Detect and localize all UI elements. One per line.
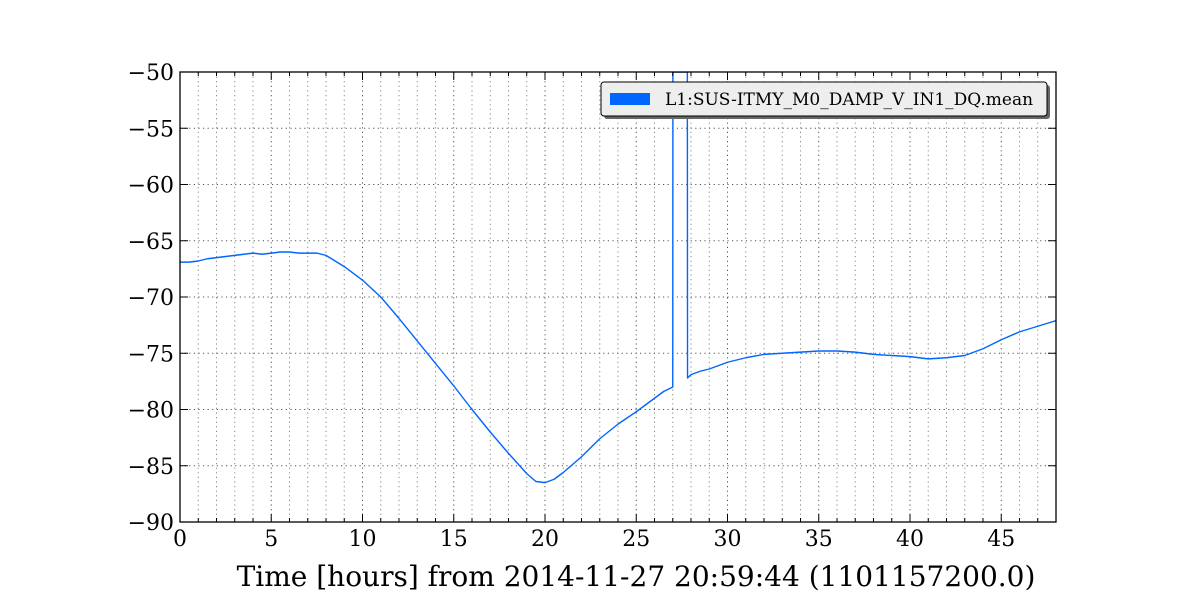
x-tick-label: 45	[987, 527, 1015, 552]
series-line-0	[180, 72, 1056, 484]
grid	[180, 72, 1056, 522]
y-tick-label: −50	[128, 61, 174, 86]
y-axis-tick-labels: −90 −85 −80 −75 −70 −65 −60 −55 −50	[128, 61, 174, 536]
legend-swatch	[610, 93, 650, 105]
x-tick-label: 0	[173, 527, 187, 552]
legend: L1:SUS-ITMY_M0_DAMP_V_IN1_DQ.mean	[600, 81, 1050, 119]
x-tick-label: 10	[349, 527, 377, 552]
y-tick-label: −55	[128, 117, 174, 142]
x-tick-label: 40	[896, 527, 924, 552]
x-tick-label: 20	[531, 527, 559, 552]
y-tick-label: −60	[128, 174, 174, 199]
y-tick-label: −70	[128, 286, 174, 311]
x-tick-label: 25	[622, 527, 650, 552]
y-tick-label: −90	[128, 511, 174, 536]
y-tick-label: −85	[128, 455, 174, 480]
y-tick-label: −65	[128, 230, 174, 255]
x-axis-label: Time [hours] from 2014-11-27 20:59:44 (1…	[237, 560, 1036, 593]
x-axis-tick-labels: 0 5 10 15 20 25 30 35 40 45	[173, 527, 1015, 552]
x-tick-label: 30	[714, 527, 742, 552]
y-tick-label: −80	[128, 399, 174, 424]
legend-label: L1:SUS-ITMY_M0_DAMP_V_IN1_DQ.mean	[665, 90, 1033, 110]
x-tick-label: 15	[440, 527, 468, 552]
legend-box	[600, 81, 1048, 117]
x-tick-label: 35	[805, 527, 833, 552]
y-tick-label: −75	[128, 342, 174, 367]
axis-ticks	[179, 71, 1056, 523]
series-layer	[180, 72, 1056, 484]
x-tick-label: 5	[264, 527, 278, 552]
